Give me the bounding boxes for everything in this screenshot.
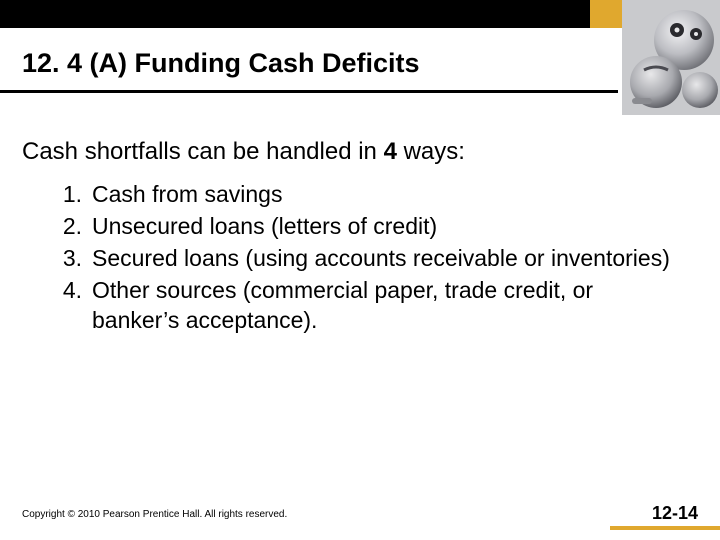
list-number: 3. bbox=[58, 244, 92, 274]
slide-title: 12. 4 (A) Funding Cash Deficits bbox=[22, 48, 420, 79]
list-text: Cash from savings bbox=[92, 180, 680, 210]
accent-box bbox=[590, 0, 622, 28]
list-text: Secured loans (using accounts receivable… bbox=[92, 244, 680, 274]
list-item: 4. Other sources (commercial paper, trad… bbox=[58, 276, 680, 336]
list-text: Unsecured loans (letters of credit) bbox=[92, 212, 680, 242]
list-text: Other sources (commercial paper, trade c… bbox=[92, 276, 680, 336]
accent-bar-bottom bbox=[610, 526, 720, 530]
list-number: 1. bbox=[58, 180, 92, 210]
robot-sphere-icon bbox=[622, 0, 720, 115]
intro-suffix: ways: bbox=[397, 138, 465, 165]
corner-decorative-image bbox=[622, 0, 720, 115]
page-number: 12-14 bbox=[652, 503, 698, 524]
intro-prefix: Cash shortfalls can be handled in bbox=[22, 138, 384, 165]
numbered-list: 1. Cash from savings 2. Unsecured loans … bbox=[58, 180, 680, 337]
intro-text: Cash shortfalls can be handled in 4 ways… bbox=[22, 138, 465, 166]
list-number: 4. bbox=[58, 276, 92, 336]
list-item: 3. Secured loans (using accounts receiva… bbox=[58, 244, 680, 274]
list-item: 2. Unsecured loans (letters of credit) bbox=[58, 212, 680, 242]
copyright-text: Copyright © 2010 Pearson Prentice Hall. … bbox=[22, 509, 287, 520]
list-item: 1. Cash from savings bbox=[58, 180, 680, 210]
list-number: 2. bbox=[58, 212, 92, 242]
title-underline bbox=[0, 90, 618, 93]
intro-bold-number: 4 bbox=[384, 138, 397, 165]
